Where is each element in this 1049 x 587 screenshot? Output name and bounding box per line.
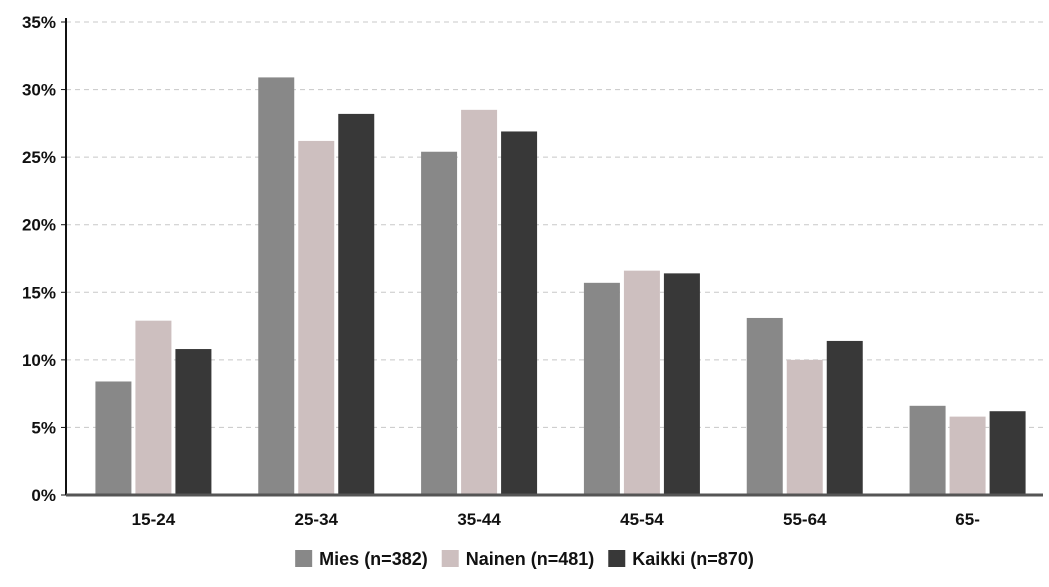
bar-45-54-nainen: [623, 270, 660, 495]
y-tick-label: 0%: [31, 486, 56, 505]
bar-55-64-mies: [746, 317, 783, 495]
x-tick-label: 35-44: [457, 510, 501, 529]
legend-swatch-mies: [295, 550, 313, 567]
legend-label: Mies (n=382): [319, 549, 428, 569]
x-tick-label: 65-: [955, 510, 980, 529]
y-tick-label: 30%: [22, 81, 56, 100]
axes: [61, 18, 1043, 497]
bar-15-24-kaikki: [175, 349, 212, 495]
y-tick-label: 5%: [31, 418, 56, 437]
y-tick-label: 35%: [22, 13, 56, 32]
legend-label: Nainen (n=481): [466, 549, 595, 569]
x-tick-label: 45-54: [620, 510, 664, 529]
bar-65--mies: [909, 405, 946, 495]
x-tick-label: 25-34: [295, 510, 339, 529]
gridlines: [66, 21, 1043, 428]
y-tick-label: 10%: [22, 351, 56, 370]
bar-45-54-mies: [583, 282, 620, 495]
bar-55-64-nainen: [786, 359, 823, 495]
y-tick-labels: 0% 5% 10% 15% 20% 25% 30% 35%: [22, 13, 56, 505]
bar-15-24-nainen: [135, 320, 172, 495]
x-tick-labels: 15-24 25-34 35-44 45-54 55-64 65-: [132, 510, 980, 529]
legend-swatch-kaikki: [608, 550, 626, 567]
y-tick-label: 20%: [22, 216, 56, 235]
legend-swatch-nainen: [441, 550, 459, 567]
bar-55-64-kaikki: [826, 340, 863, 495]
y-tick-label: 25%: [22, 148, 56, 167]
bar-65--kaikki: [989, 411, 1026, 495]
legend-label: Kaikki (n=870): [632, 549, 754, 569]
bar-35-44-nainen: [461, 109, 498, 495]
bar-65--nainen: [949, 416, 986, 495]
x-tick-label: 55-64: [783, 510, 827, 529]
bar-35-44-kaikki: [501, 131, 538, 496]
bar-25-34-kaikki: [338, 113, 375, 495]
bar-35-44-mies: [421, 151, 458, 496]
y-tick-label: 15%: [22, 283, 56, 302]
x-tick-label: 15-24: [132, 510, 176, 529]
legend: Mies (n=382) Nainen (n=481) Kaikki (n=870): [295, 549, 754, 569]
bar-15-24-mies: [95, 381, 132, 495]
bar-25-34-nainen: [298, 140, 335, 495]
bar-25-34-mies: [258, 77, 295, 495]
bars: [95, 77, 1026, 496]
bar-45-54-kaikki: [663, 273, 700, 495]
